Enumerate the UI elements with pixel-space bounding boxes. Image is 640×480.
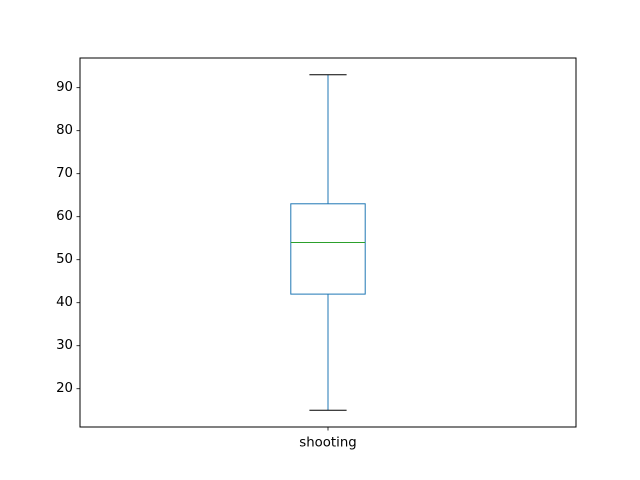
- box-shooting: [290, 74, 366, 411]
- y-tick-label: 80: [56, 123, 73, 138]
- y-tick-label: 70: [56, 166, 73, 181]
- x-tick-label: shooting: [299, 436, 356, 451]
- y-tick-label: 50: [56, 252, 73, 267]
- box-iqr: [290, 203, 366, 295]
- y-axis: 20 30 40 50 60 70 80 90: [56, 80, 80, 396]
- plot-area: [290, 74, 366, 411]
- y-tick-label: 40: [56, 295, 73, 310]
- y-tick-label: 20: [56, 381, 73, 396]
- y-tick-label: 90: [56, 80, 73, 95]
- x-axis: shooting: [299, 427, 357, 451]
- y-tick-label: 60: [56, 209, 73, 224]
- y-tick-label: 30: [56, 338, 73, 353]
